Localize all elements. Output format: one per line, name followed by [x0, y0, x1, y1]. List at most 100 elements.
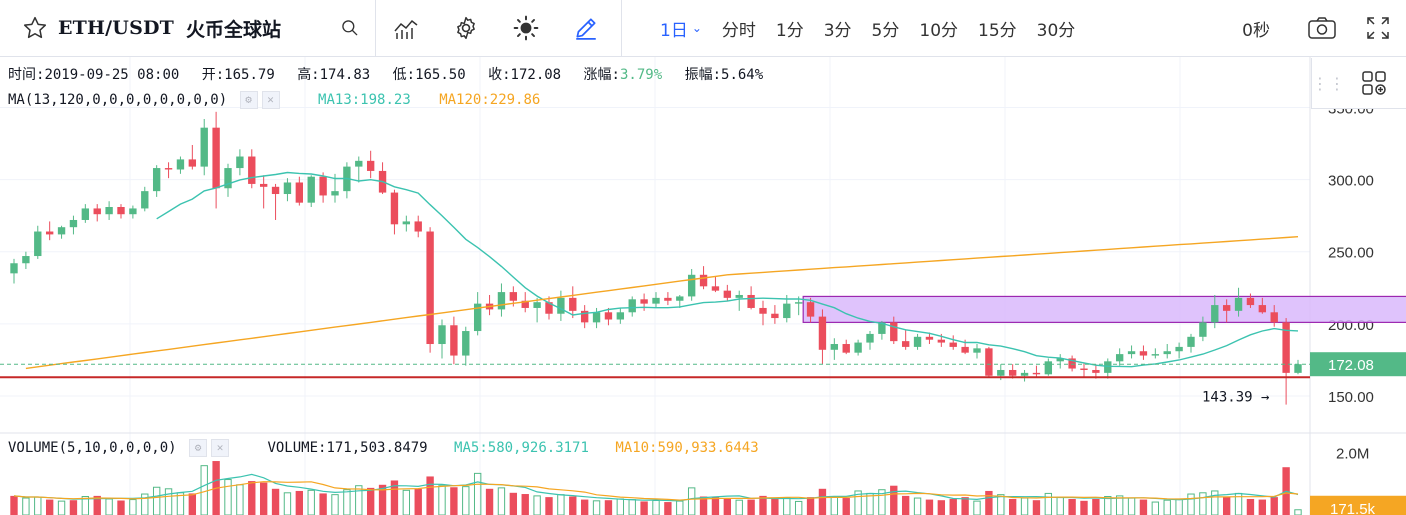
volume-bar	[307, 489, 315, 515]
ohlc-legend: 时间:2019-09-25 08:00 开:165.79 高:174.83 低:…	[8, 64, 763, 84]
candle-body	[1068, 358, 1076, 369]
low-label: 低:	[392, 67, 416, 83]
volume-bar	[450, 487, 458, 515]
interval-button-1[interactable]: 分时	[721, 20, 756, 41]
candle-body	[271, 186, 280, 195]
high-label: 高:	[297, 67, 320, 83]
star-icon[interactable]	[22, 15, 48, 41]
symbol-selector[interactable]: ETH/USDT 火币全球站	[0, 0, 355, 56]
interval-button-7[interactable]: 30分	[1036, 20, 1076, 41]
search-icon	[342, 20, 358, 36]
volume-bar	[473, 472, 482, 515]
volume-bar	[545, 497, 553, 515]
volume-bar	[69, 500, 78, 515]
interval-button-4[interactable]: 5分	[871, 20, 900, 41]
drag-handle-icon[interactable]: ⋮⋮	[1312, 73, 1346, 93]
drawing-button[interactable]	[556, 0, 616, 56]
candle-body	[1211, 305, 1219, 323]
ma13-value: MA13:198.23	[318, 92, 411, 108]
candle-body	[93, 208, 101, 215]
change-label: 涨幅:	[583, 67, 620, 83]
candle-body	[1104, 361, 1112, 373]
candle-body	[628, 299, 636, 313]
volume-bar	[509, 492, 518, 515]
candle-body	[854, 342, 862, 353]
candle-body	[973, 348, 981, 353]
volume-bar	[687, 487, 696, 515]
candle-body	[307, 176, 315, 203]
candle-body	[1187, 336, 1195, 347]
volume-bar	[985, 490, 993, 515]
time-value: 2019-09-25 08:00	[44, 67, 180, 83]
symbol-name: ETH/USDT	[58, 17, 175, 39]
candle-body	[771, 313, 779, 319]
volume-bar	[854, 490, 862, 515]
volume-bar	[117, 500, 125, 515]
volume-bar	[569, 496, 577, 515]
close-label: 收:	[488, 67, 511, 83]
interval-button-0[interactable]: 1日 ⌄	[660, 20, 702, 41]
search-button[interactable]	[340, 0, 360, 56]
fullscreen-button[interactable]	[1350, 0, 1406, 56]
layout-button[interactable]	[1342, 69, 1406, 97]
interval-button-2[interactable]: 1分	[775, 20, 804, 41]
candle-body	[592, 312, 601, 323]
open-label: 开:	[201, 67, 225, 83]
candle-body	[462, 331, 470, 356]
candle-body	[759, 307, 767, 314]
volume-bar	[878, 489, 886, 515]
candle-body	[818, 316, 827, 350]
interval-button-6[interactable]: 15分	[978, 20, 1017, 41]
volume-bar	[295, 490, 304, 515]
indicators-button[interactable]	[376, 0, 436, 56]
change-value: 3.79%	[619, 67, 663, 83]
amplitude-value: 5.64%	[721, 67, 764, 83]
candle-body	[390, 192, 399, 225]
candle-body	[569, 297, 577, 311]
candle-body	[961, 346, 969, 353]
volume-bar	[973, 500, 981, 515]
candle-body	[1008, 369, 1017, 376]
volume-bar	[699, 496, 708, 515]
volume-bar	[723, 498, 732, 515]
theme-toggle[interactable]	[496, 0, 556, 56]
candle-body	[152, 168, 161, 192]
ma-settings-icon[interactable]: ⚙	[239, 91, 258, 109]
ma-legend: MA(13,120,0,0,0,0,0,0,0,0) ⚙ ✕ MA13:198.2…	[8, 91, 540, 109]
candle-body	[414, 221, 422, 232]
candle-body	[295, 182, 304, 203]
volume-bar	[961, 497, 969, 515]
candle-body	[901, 341, 910, 347]
candle-body	[783, 303, 791, 319]
volume-bar	[937, 500, 946, 515]
volume-bar	[818, 488, 827, 515]
volume-close-icon[interactable]: ✕	[211, 439, 230, 457]
chevron-down-icon: ⌄	[691, 21, 702, 35]
volume-bar	[1139, 499, 1148, 515]
interval-button-5[interactable]: 10分	[919, 20, 959, 41]
volume-bar	[271, 488, 280, 515]
volume-settings-icon[interactable]: ⚙	[189, 439, 208, 457]
price-tick-label: 250.00	[1328, 245, 1374, 262]
volume-bar	[806, 497, 815, 515]
candle-body	[236, 156, 244, 169]
candle-body	[1246, 297, 1255, 306]
screenshot-button[interactable]	[1294, 0, 1350, 56]
volume-bar	[1008, 498, 1017, 515]
candle-body	[1199, 322, 1207, 337]
volume-bar	[592, 500, 601, 515]
candle-body	[450, 325, 458, 356]
settings-button[interactable]	[436, 0, 496, 56]
volume-bar	[497, 487, 506, 515]
volume-bars	[10, 461, 1302, 515]
price-tick-label: 300.00	[1328, 173, 1374, 190]
ma120-line	[25, 236, 1299, 370]
candle-body	[438, 325, 446, 345]
candle-body	[45, 231, 54, 235]
candle-body	[925, 336, 934, 340]
candle-body	[1234, 297, 1243, 311]
interval-button-3[interactable]: 3分	[823, 20, 852, 41]
price-chart[interactable]: 350.00300.00250.00200.00150.00172.08143.…	[0, 57, 1406, 515]
ma-close-icon[interactable]: ✕	[261, 91, 280, 109]
candle-body	[997, 369, 1005, 376]
